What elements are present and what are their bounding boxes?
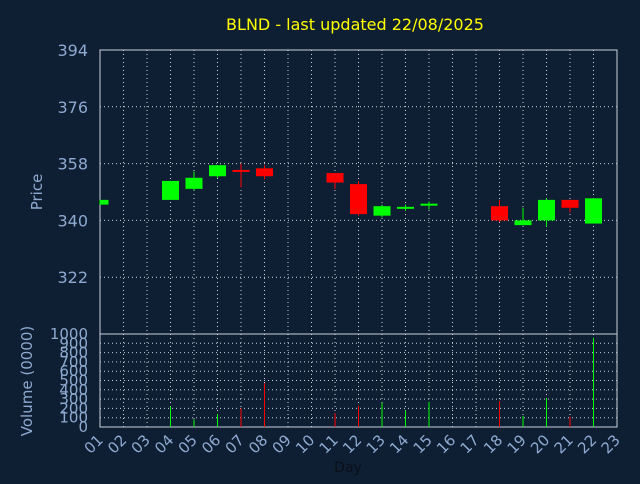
candle-body (326, 173, 344, 183)
volume-tick-label: 0 (78, 418, 88, 436)
candle-body (514, 220, 532, 226)
x-axis: 0102030405060708091011121314151617181920… (81, 431, 624, 457)
price-tick-label: 358 (57, 155, 88, 174)
price-tick-label: 376 (57, 98, 88, 117)
candle-body (100, 199, 109, 205)
price-tick-label: 340 (57, 211, 88, 230)
candle-body (491, 206, 508, 221)
price-panel: 322 340 358 376 394 (57, 41, 618, 335)
volume-tick-label: 500 (59, 372, 88, 390)
volume-tick-label: 800 (59, 344, 88, 362)
chart-title: BLND - last updated 22/08/2025 (226, 15, 484, 34)
candle-body (561, 199, 579, 208)
volume-tick-label: 300 (59, 390, 88, 408)
volume-tick-label: 400 (59, 381, 88, 399)
price-tick-label: 322 (57, 268, 88, 287)
candle-body (585, 198, 602, 224)
volume-tick-label: 700 (59, 353, 88, 371)
volume-tick-label: 1000 (50, 325, 88, 343)
candle-body (538, 199, 555, 221)
candle-body (420, 203, 438, 206)
candle-body (350, 184, 367, 215)
candle-body (162, 180, 179, 200)
volume-axis-label: Volume (0000) (18, 326, 36, 436)
volume-tick-label: 100 (59, 409, 88, 427)
candle-body (397, 206, 414, 209)
candle-body (185, 177, 203, 189)
candle-body (373, 206, 391, 216)
candle-body (232, 169, 250, 172)
price-tick-label: 394 (57, 41, 88, 60)
volume-tick-label: 600 (59, 362, 88, 380)
x-axis-label: Day (334, 460, 362, 476)
price-axis-label: Price (28, 174, 46, 211)
volume-tick-label: 900 (59, 334, 88, 352)
candle-body (256, 168, 273, 177)
candle-body (209, 165, 226, 177)
volume-tick-label: 200 (59, 399, 88, 417)
